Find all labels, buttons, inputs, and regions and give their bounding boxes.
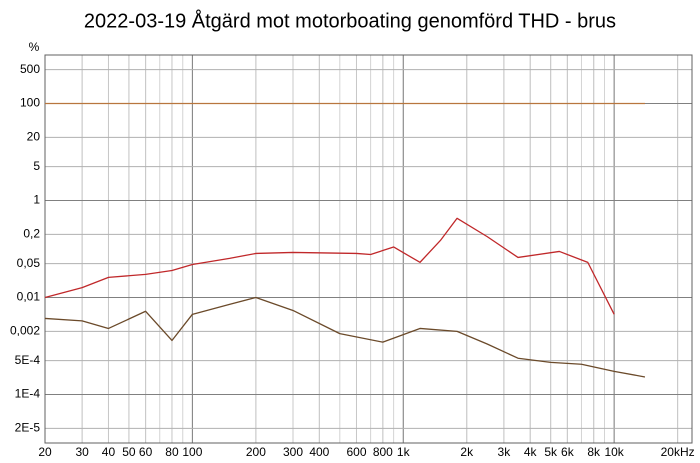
x-tick-label: 3k [498, 445, 512, 459]
x-tick-label: 300 [283, 445, 303, 459]
y-axis-label: % [29, 40, 40, 54]
y-tick-label: 5 [33, 159, 40, 173]
y-tick-label: 5E-4 [15, 353, 41, 367]
chart-title: 2022-03-19 Åtgärd mot motorboating genom… [84, 9, 616, 32]
x-tick-label: 60 [139, 445, 153, 459]
y-tick-label: 1 [33, 193, 40, 207]
x-tick-label: 50 [122, 445, 136, 459]
x-tick-label: 100 [182, 445, 202, 459]
x-tick-label: 800 [373, 445, 393, 459]
y-tick-label: 0,05 [17, 256, 41, 270]
x-tick-label: 10k [604, 445, 624, 459]
y-tick-label: 2E-5 [15, 421, 41, 435]
x-tick-label: 80 [165, 445, 179, 459]
x-tick-label: 8k [587, 445, 601, 459]
x-tick-label: 20 [38, 445, 52, 459]
x-tick-label: 20kHz [661, 445, 695, 459]
y-tick-label: 1E-4 [15, 387, 41, 401]
series-line [44, 296, 646, 378]
x-tick-label: 30 [75, 445, 89, 459]
x-tick-label: 2k [460, 445, 474, 459]
x-tick-label: 400 [309, 445, 329, 459]
y-tick-label: 0,01 [17, 290, 41, 304]
y-tick-label: 500 [20, 62, 40, 76]
x-tick-label: 600 [346, 445, 366, 459]
x-tick-label: 40 [102, 445, 116, 459]
x-tick-label: 5k [544, 445, 558, 459]
plot-frame [44, 54, 693, 444]
x-tick-label: 4k [524, 445, 538, 459]
y-tick-label: 0,2 [23, 227, 40, 241]
series-line [44, 217, 615, 315]
x-tick-label: 200 [246, 445, 266, 459]
y-tick-label: 20 [27, 130, 41, 144]
x-tick-label: 1k [397, 445, 411, 459]
y-tick-label: 0,002 [10, 324, 40, 338]
y-tick-label: 100 [20, 96, 40, 110]
x-tick-label: 6k [561, 445, 575, 459]
